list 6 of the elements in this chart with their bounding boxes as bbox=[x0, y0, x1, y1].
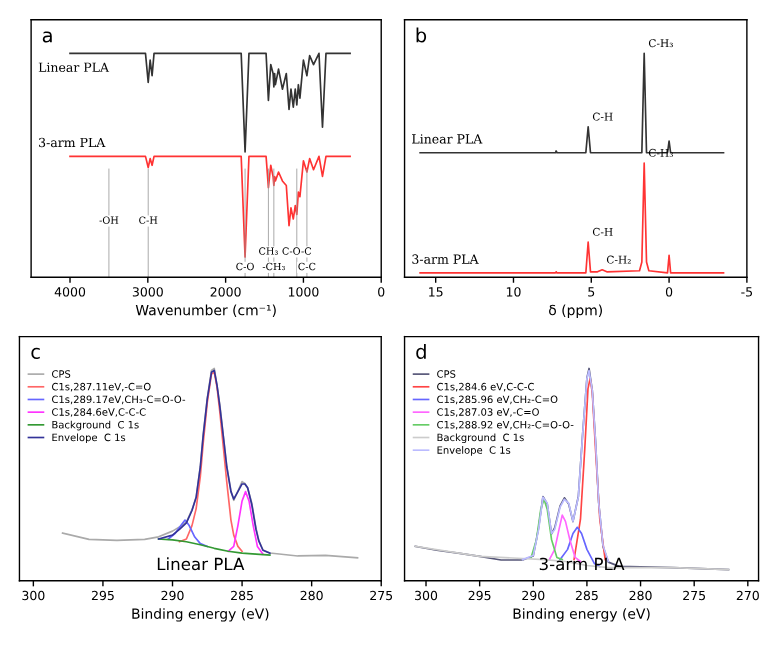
text: b bbox=[416, 27, 427, 43]
text: c bbox=[31, 347, 40, 359]
annotation: Linear PLA bbox=[157, 557, 245, 571]
annotation: 3-arm PLA bbox=[539, 557, 625, 571]
text: d bbox=[416, 343, 426, 359]
text: a bbox=[42, 31, 52, 43]
